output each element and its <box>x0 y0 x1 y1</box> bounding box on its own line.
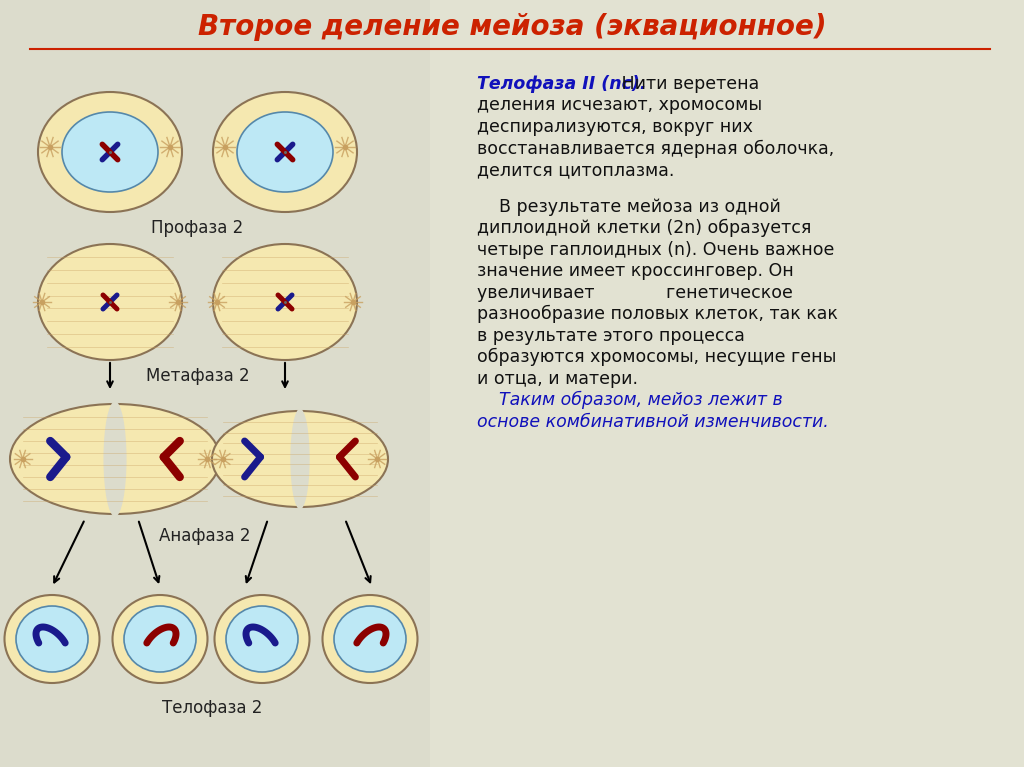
Text: четыре гаплоидных (n). Очень важное: четыре гаплоидных (n). Очень важное <box>477 241 835 258</box>
Ellipse shape <box>16 606 88 672</box>
Ellipse shape <box>124 606 196 672</box>
Text: Анафаза 2: Анафаза 2 <box>160 527 251 545</box>
Text: основе комбинативной изменчивости.: основе комбинативной изменчивости. <box>477 413 828 430</box>
Text: увеличивает             генетическое: увеличивает генетическое <box>477 284 793 301</box>
Ellipse shape <box>213 92 357 212</box>
Text: значение имеет кроссинговер. Он: значение имеет кроссинговер. Он <box>477 262 794 280</box>
Ellipse shape <box>214 595 309 683</box>
Text: Второе деление мейоза (эквационное): Второе деление мейоза (эквационное) <box>198 13 826 41</box>
FancyBboxPatch shape <box>430 0 1024 767</box>
Text: деспирализуются, вокруг них: деспирализуются, вокруг них <box>477 118 753 136</box>
Ellipse shape <box>213 244 357 360</box>
Text: В результате мейоза из одной: В результате мейоза из одной <box>477 198 781 216</box>
Text: Нити веретена: Нити веретена <box>616 75 760 93</box>
Ellipse shape <box>62 112 158 192</box>
Text: Профаза 2: Профаза 2 <box>152 219 244 237</box>
Ellipse shape <box>291 409 309 509</box>
Ellipse shape <box>10 404 220 514</box>
Text: Телофаза II (nc).: Телофаза II (nc). <box>477 75 646 93</box>
Ellipse shape <box>323 595 418 683</box>
Ellipse shape <box>38 92 182 212</box>
Ellipse shape <box>226 606 298 672</box>
Text: Метафаза 2: Метафаза 2 <box>145 367 249 385</box>
Ellipse shape <box>103 401 127 517</box>
Ellipse shape <box>237 112 333 192</box>
Text: разнообразие половых клеток, так как: разнообразие половых клеток, так как <box>477 305 838 323</box>
Ellipse shape <box>212 411 388 507</box>
Text: образуются хромосомы, несущие гены: образуются хромосомы, несущие гены <box>477 348 837 367</box>
Text: Телофаза 2: Телофаза 2 <box>162 699 262 717</box>
Text: диплоидной клетки (2n) образуется: диплоидной клетки (2n) образуется <box>477 219 811 237</box>
Text: в результате этого процесса: в результате этого процесса <box>477 327 744 344</box>
Text: восстанавливается ядерная оболочка,: восстанавливается ядерная оболочка, <box>477 140 835 158</box>
Ellipse shape <box>334 606 406 672</box>
Text: и отца, и матери.: и отца, и матери. <box>477 370 638 387</box>
FancyBboxPatch shape <box>0 0 430 767</box>
Ellipse shape <box>38 244 182 360</box>
Text: делится цитоплазма.: делится цитоплазма. <box>477 161 675 179</box>
Ellipse shape <box>113 595 208 683</box>
Ellipse shape <box>4 595 99 683</box>
Text: деления исчезают, хромосомы: деления исчезают, хромосомы <box>477 97 762 114</box>
Text: Таким образом, мейоз лежит в: Таким образом, мейоз лежит в <box>477 391 782 410</box>
